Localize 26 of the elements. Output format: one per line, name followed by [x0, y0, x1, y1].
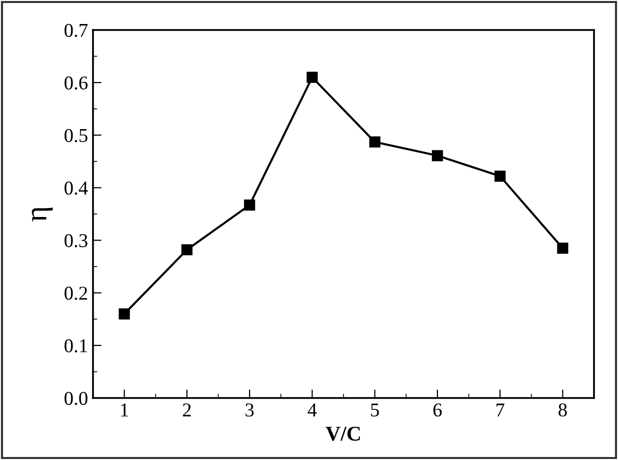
y-tick-label: 0.1	[64, 339, 87, 352]
point	[306, 72, 318, 83]
point	[181, 244, 192, 256]
x-tick-label: 7	[496, 404, 504, 416]
x-tick-label: 3	[246, 403, 254, 417]
x-axis-title: V/C	[326, 426, 360, 441]
x-tick-label: 6	[433, 403, 442, 417]
point	[244, 200, 256, 211]
point	[494, 170, 506, 182]
y-tick-label: 0.6	[64, 76, 88, 90]
x-tick-label: 1	[121, 404, 128, 416]
x-tick-label: 2	[182, 403, 191, 416]
point	[369, 136, 380, 148]
y-tick-label: 0.4	[64, 182, 88, 195]
y-tick-label: 0.5	[64, 128, 88, 142]
y-axis-title: η	[32, 208, 53, 222]
x-tick-label: 8	[558, 403, 567, 417]
y-tick-label: 0.0	[64, 392, 88, 406]
x-tick-label: 4	[308, 404, 317, 416]
x-tick-label: 5	[371, 404, 379, 417]
y-tick-label: 0.7	[64, 24, 88, 38]
point	[557, 242, 568, 254]
y-tick-label: 0.2	[64, 286, 88, 300]
point	[432, 150, 443, 162]
point	[118, 308, 130, 320]
y-tick-label: 0.3	[64, 234, 88, 248]
